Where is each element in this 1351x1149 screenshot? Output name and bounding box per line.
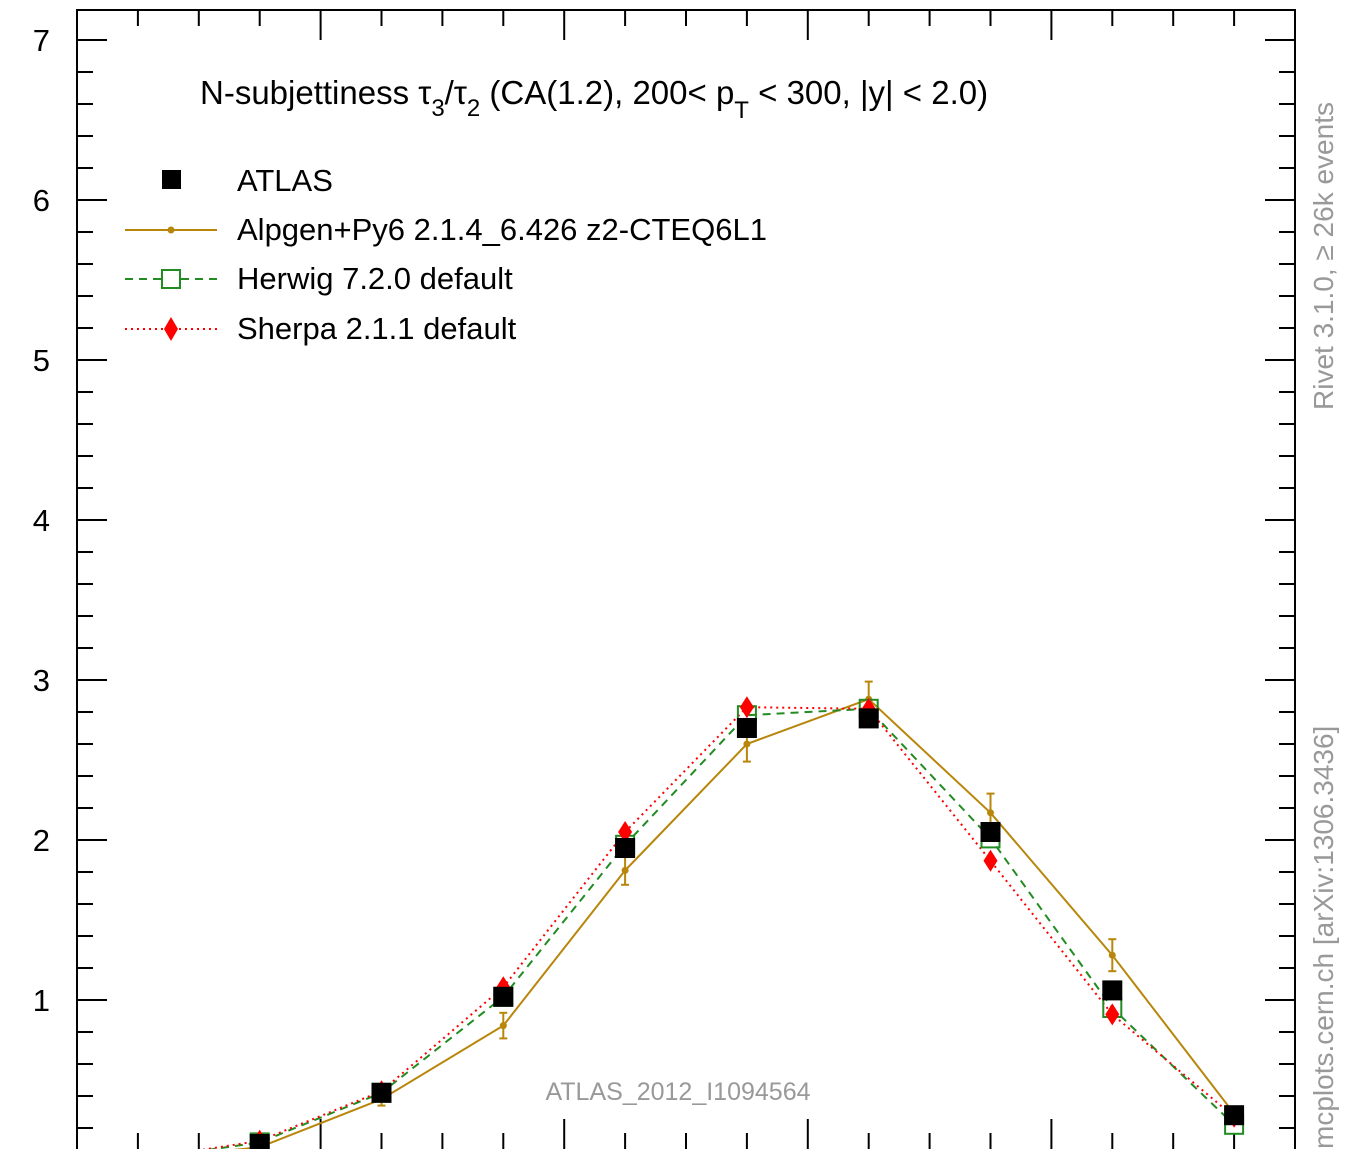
data-point [736,718,757,738]
legend-label-herwig: Herwig 7.2.0 default [237,261,513,296]
data-point [1108,951,1116,959]
series-line [233,698,1235,1149]
series-layer [201,680,1245,1149]
y-tick-label: 7 [33,23,50,58]
y-tick-label: 6 [33,183,50,218]
data-point [1102,980,1123,1001]
y-tick-labels: 0 1 2 3 4 5 6 7 [33,23,50,1149]
data-point [739,696,754,719]
y-tick-label: 2 [33,823,50,858]
legend-label-atlas: ATLAS [237,163,333,198]
legend-marker-atlas [162,170,181,189]
data-point [987,809,994,817]
side-label-rivet: Rivet 3.1.0, ≥ 26k events [1308,102,1339,410]
legend-label-sherpa: Sherpa 2.1.1 default [237,311,517,346]
data-point [618,821,633,843]
legend-marker-alpgen [167,226,175,234]
side-label-mcplots: mcplots.cern.ch [arXiv:1306.3436] [1308,726,1339,1149]
chart-title: N-subjettiness τ3/τ2 (CA(1.2), 200< pT <… [200,74,988,124]
legend-entry-alpgen: Alpgen+Py6 2.1.4_6.426 z2-CTEQ6L1 [125,212,767,247]
data-point [1224,1105,1245,1126]
analysis-annotation: ATLAS_2012_I1094564 [545,1078,810,1106]
axis-ticks [77,10,1296,1149]
y-tick-label: 3 [33,663,50,698]
data-point [1105,1003,1120,1026]
data-point [983,849,998,872]
data-point [743,740,751,748]
data-point [615,838,636,858]
legend-entry-herwig: Herwig 7.2.0 default [125,261,513,296]
y-tick-label: 5 [33,343,50,378]
legend-marker-sherpa [164,317,178,341]
data-point [858,708,879,729]
data-point [371,1082,392,1103]
data-point [499,1022,507,1030]
legend: ATLAS Alpgen+Py6 2.1.4_6.426 z2-CTEQ6L1 … [125,163,767,346]
legend-label-alpgen: Alpgen+Py6 2.1.4_6.426 z2-CTEQ6L1 [237,212,767,247]
y-tick-label: 4 [33,503,50,538]
y-tick-label: 0 [33,1143,50,1149]
legend-entry-atlas: ATLAS [162,163,333,198]
series-line [207,707,1235,1149]
legend-marker-herwig [161,269,181,289]
data-point [980,822,1001,842]
data-point [621,866,629,874]
series-line [201,706,1235,1149]
data-point [493,986,514,1007]
data-point [249,1134,270,1149]
legend-entry-sherpa: Sherpa 2.1.1 default [125,311,517,346]
y-tick-label: 1 [33,983,50,1018]
